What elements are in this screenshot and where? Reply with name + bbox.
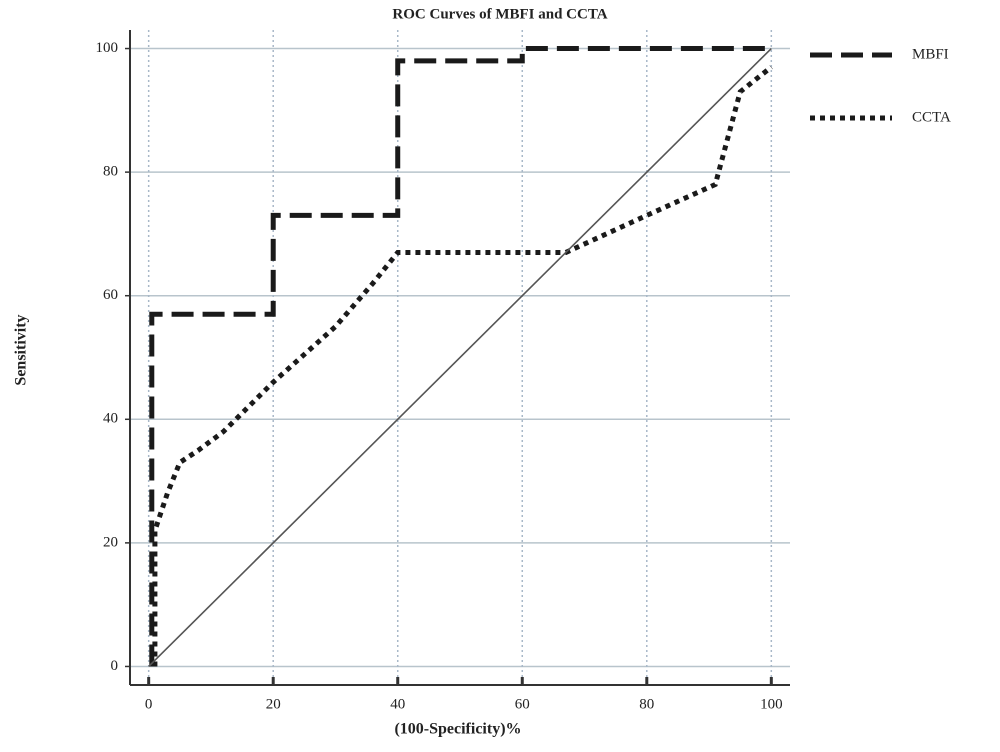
y-tick-label: 40: [103, 411, 118, 427]
x-tick-label: 100: [760, 696, 783, 712]
x-tick-label: 0: [145, 696, 153, 712]
y-tick-label: 20: [103, 534, 118, 550]
series-line: [148, 47, 772, 668]
chart-title: ROC Curves of MBFI and CCTA: [392, 6, 607, 22]
y-tick-label: 0: [111, 658, 119, 674]
x-tick-label: 20: [266, 696, 281, 712]
x-axis-label: (100-Specificity)%: [394, 721, 521, 738]
series-line: [149, 46, 772, 667]
y-axis-label: Sensitivity: [13, 314, 30, 385]
series-line: [152, 65, 773, 667]
x-tick-label: 60: [515, 696, 530, 712]
legend-label: MBFI: [912, 46, 949, 62]
y-tick-label: 80: [103, 164, 118, 180]
y-tick-label: 100: [96, 40, 119, 56]
x-tick-label: 80: [639, 696, 654, 712]
y-tick-label: 60: [103, 287, 118, 303]
legend-label: CCTA: [912, 109, 951, 125]
x-tick-label: 40: [390, 696, 405, 712]
